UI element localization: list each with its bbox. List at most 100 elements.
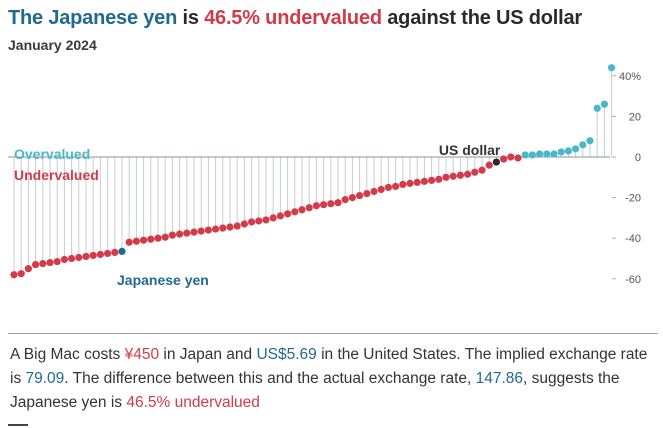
- caption-text-5: , suggests the Japanese yen is: [10, 370, 620, 411]
- country-dot: [176, 230, 184, 238]
- footer-rule: [8, 424, 28, 426]
- country-dot: [536, 150, 544, 158]
- country-dot: [60, 255, 68, 264]
- y-tick-label: 40%: [619, 71, 641, 83]
- country-dot: [377, 185, 385, 194]
- country-dot: [356, 191, 364, 200]
- caption-us-price: US$5.69: [256, 346, 317, 363]
- country-dot: [579, 141, 587, 149]
- caption-local-price: ¥450: [124, 346, 160, 363]
- country-dot: [75, 253, 83, 262]
- country-dot: [212, 225, 220, 233]
- country-dot: [39, 259, 47, 268]
- country-dot: [96, 250, 104, 259]
- country-dot: [428, 176, 436, 184]
- country-dot: [442, 173, 450, 181]
- chart-title: The Japanese yen is 46.5% undervalued ag…: [8, 7, 582, 30]
- country-dot: [140, 236, 148, 244]
- country-dot: [89, 251, 97, 260]
- country-dot: [190, 228, 198, 236]
- country-dot: [348, 194, 356, 202]
- country-dot: [384, 183, 392, 192]
- country-dot: [456, 171, 464, 179]
- country-dot: [543, 150, 551, 158]
- country-dot: [68, 254, 76, 263]
- country-dot: [24, 265, 32, 273]
- y-tick-label: -60: [625, 274, 641, 286]
- y-tick-label: -40: [625, 233, 641, 245]
- caption-text-4: . The difference between this and the ac…: [64, 370, 476, 387]
- caption-text-3: in the United States. The implied exchan…: [10, 346, 648, 387]
- country-dot: [550, 150, 558, 158]
- country-dot: [564, 147, 573, 155]
- japan-annotation: Japanese yen: [117, 272, 209, 288]
- country-dot: [528, 151, 537, 159]
- us-annotation: US dollar: [439, 142, 501, 158]
- caption-valuation: 46.5% undervalued: [126, 394, 260, 411]
- country-dot: [363, 189, 371, 198]
- country-dot: [435, 175, 443, 183]
- country-dot: [399, 180, 407, 189]
- country-dot: [132, 237, 140, 245]
- country-dot: [298, 206, 306, 214]
- caption-text-1: A Big Mac costs: [10, 346, 125, 363]
- country-dot: [370, 187, 378, 196]
- country-dot: [406, 179, 414, 187]
- country-dot: [291, 208, 299, 216]
- country-dot: [586, 137, 594, 145]
- country-dot: [219, 224, 227, 232]
- country-dot: [305, 204, 313, 212]
- country-dot: [500, 155, 508, 163]
- country-dot: [118, 247, 126, 255]
- country-dot: [255, 217, 263, 225]
- country-dot: [82, 252, 90, 261]
- y-tick-label: 0: [635, 152, 641, 164]
- country-dot: [608, 64, 616, 72]
- stems-layer: [13, 67, 613, 275]
- country-dot: [154, 234, 162, 242]
- legend-undervalued: Undervalued: [14, 167, 99, 183]
- caption-actual-rate: 147.86: [475, 370, 524, 387]
- caption: A Big Mac costs ¥450 in Japan and US$5.6…: [10, 343, 655, 415]
- country-dot: [276, 212, 284, 220]
- country-dot: [17, 270, 25, 278]
- country-dot: [53, 257, 61, 266]
- country-dot: [111, 248, 119, 257]
- country-dot: [320, 201, 328, 209]
- dots-layer: [10, 64, 616, 279]
- country-dot: [10, 271, 18, 279]
- country-dot: [104, 249, 112, 258]
- title-rest: against the US dollar: [381, 7, 582, 29]
- country-dot: [471, 168, 479, 176]
- lollipop-chart: 40% 20 0 -20 -40 -60 Overvalued Undervalued J…: [8, 64, 641, 288]
- country-dot: [485, 161, 493, 169]
- country-dot: [233, 222, 241, 230]
- country-dot: [248, 218, 256, 226]
- country-dot: [269, 214, 277, 222]
- caption-text-2: in Japan and: [159, 346, 257, 363]
- y-axis: 40% 20 0 -20 -40 -60: [612, 71, 641, 286]
- country-dot: [341, 196, 349, 204]
- country-dot: [449, 172, 457, 180]
- country-dot: [572, 145, 580, 153]
- country-dot: [204, 226, 212, 234]
- title-valuation: 46.5% undervalued: [204, 7, 382, 29]
- country-dot: [392, 182, 400, 191]
- country-dot: [226, 223, 234, 231]
- country-dot: [327, 200, 335, 208]
- divider: [8, 333, 658, 334]
- country-dot: [557, 148, 565, 156]
- country-dot: [147, 235, 155, 243]
- country-dot: [600, 100, 609, 108]
- y-tick-label: 20: [629, 111, 641, 123]
- legend-overvalued: Overvalued: [14, 146, 90, 162]
- title-connector: is: [177, 7, 205, 29]
- country-dot: [593, 104, 601, 112]
- chart-subtitle: January 2024: [8, 37, 97, 53]
- country-dot: [521, 151, 529, 159]
- country-dot: [197, 227, 205, 235]
- country-dot: [334, 199, 342, 207]
- country-dot: [492, 158, 500, 166]
- country-dot: [478, 166, 486, 174]
- country-dot: [284, 210, 292, 218]
